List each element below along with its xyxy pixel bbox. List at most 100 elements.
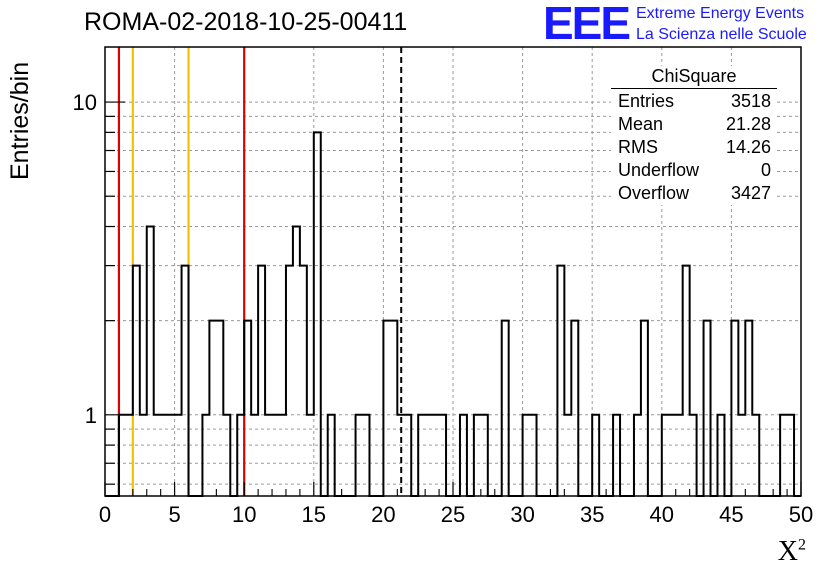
histogram-bin — [502, 321, 509, 496]
logo-line-2: La Scienza nelle Scuole — [636, 26, 807, 43]
histogram-outline — [105, 131, 801, 497]
histogram-bin — [182, 266, 189, 496]
y-tick-label: 10 — [73, 90, 97, 115]
histogram-bin — [209, 321, 216, 496]
stats-value: 3427 — [730, 183, 771, 203]
histogram-bin — [418, 415, 425, 496]
logo-line-1: Extreme Energy Events — [636, 5, 805, 22]
stats-row-underflow: Underflow 0 — [611, 159, 777, 182]
histogram-bin — [481, 415, 488, 496]
histogram-bin — [460, 415, 467, 496]
stats-label: RMS — [618, 137, 658, 157]
tick-labels: 0 5 10 15 20 25 30 35 40 45 50 1 10 — [73, 90, 814, 527]
x-tick-label: 45 — [719, 502, 743, 527]
x-tick-label: 25 — [441, 502, 465, 527]
histogram-bin — [474, 415, 481, 496]
x-tick-label: 35 — [580, 502, 604, 527]
x-tick-label: 30 — [510, 502, 534, 527]
stats-row-entries: Entries 3518 — [611, 90, 777, 113]
histogram-bin — [286, 266, 293, 496]
stats-label: Entries — [618, 91, 675, 111]
histogram-bin — [641, 321, 648, 496]
stats-title: ChiSquare — [611, 66, 777, 89]
x-axis-label: X2 — [778, 536, 806, 568]
x-tick-label: 5 — [168, 502, 180, 527]
histogram-bin — [752, 415, 759, 496]
histogram-bin — [356, 415, 363, 496]
eee-logo: EEE — [543, 0, 631, 49]
histogram-bin — [683, 266, 690, 496]
histogram-bin — [147, 227, 154, 496]
histogram-bin — [397, 415, 404, 496]
histogram-bin — [731, 321, 738, 496]
histogram-bin — [425, 415, 432, 496]
histogram-bin — [328, 415, 335, 496]
stats-value: 3518 — [730, 91, 771, 111]
stats-label: Overflow — [618, 183, 690, 203]
histogram-bin — [216, 321, 223, 496]
logo-caption: Extreme Energy Events La Scienza nelle S… — [636, 3, 807, 45]
histogram-bin — [439, 415, 446, 496]
histogram-bin — [161, 415, 168, 496]
histogram-bin — [154, 415, 161, 496]
y-tick-label: 1 — [85, 403, 97, 428]
histogram-bin — [223, 415, 230, 496]
x-tick-label: 20 — [371, 502, 395, 527]
histogram-bin — [251, 415, 258, 496]
histogram-bin — [745, 321, 752, 496]
histogram-series — [105, 131, 801, 497]
histogram-bin — [307, 415, 314, 496]
histogram-bin — [787, 415, 794, 496]
stats-value: 0 — [760, 160, 771, 180]
histogram-bin — [383, 321, 390, 496]
histogram-bin — [717, 415, 724, 496]
histogram-bin — [704, 321, 711, 496]
histogram-bin — [738, 415, 745, 496]
histogram-bin — [314, 132, 321, 496]
x-tick-label: 50 — [789, 502, 813, 527]
stats-row-mean: Mean 21.28 — [611, 113, 777, 136]
x-axis-label-sup: 2 — [798, 536, 806, 554]
x-tick-label: 0 — [99, 502, 111, 527]
stats-value: 21.28 — [725, 114, 771, 134]
y-axis-label: Entries/bin — [6, 61, 34, 180]
histogram-bin — [404, 415, 411, 496]
histogram-bin — [780, 415, 787, 496]
stats-label: Underflow — [618, 160, 700, 180]
x-tick-label: 10 — [232, 502, 256, 527]
histogram-bin — [390, 321, 397, 496]
histogram-bin — [557, 266, 564, 496]
histogram-bin — [237, 415, 244, 496]
histogram-bin — [613, 415, 620, 496]
histogram-bin — [432, 415, 439, 496]
histogram-bin — [258, 266, 265, 496]
stats-value: 14.26 — [725, 137, 771, 157]
histogram-bin — [634, 415, 641, 496]
histogram-bin — [669, 415, 676, 496]
stats-box: ChiSquare Entries 3518 Mean 21.28 RMS 14.26… — [611, 66, 777, 205]
histogram-bin — [571, 321, 578, 496]
histogram-bin — [676, 415, 683, 496]
histogram-bin — [530, 415, 537, 496]
histogram-bin — [690, 415, 697, 496]
histogram-bin — [133, 266, 140, 496]
histogram-bin — [140, 415, 147, 496]
histogram-bin — [244, 321, 251, 496]
stats-label: Mean — [618, 114, 664, 134]
histogram-bin — [168, 415, 175, 496]
histogram-bin — [363, 415, 370, 496]
stats-row-overflow: Overflow 3427 — [611, 182, 777, 205]
histogram-bin — [272, 415, 279, 496]
histogram-bin — [523, 415, 530, 496]
histogram-bin — [592, 415, 599, 496]
histogram-bin — [300, 266, 307, 496]
chart-title: ROMA-02-2018-10-25-00411 — [84, 8, 408, 36]
axis-ticks — [104, 101, 802, 496]
histogram-bin — [293, 227, 300, 496]
histogram-bin — [279, 415, 286, 496]
x-axis-label-main: X — [777, 536, 798, 567]
histogram-bin — [265, 415, 272, 496]
x-tick-label: 40 — [650, 502, 674, 527]
stats-row-rms: RMS 14.26 — [611, 136, 777, 159]
